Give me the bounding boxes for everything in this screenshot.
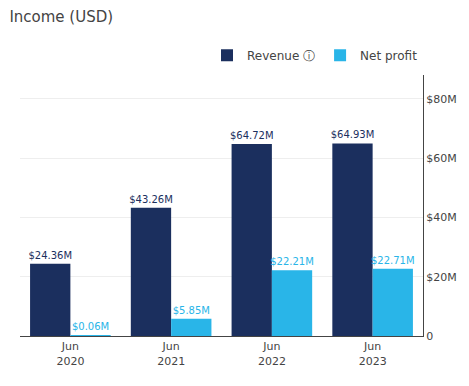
svg-text:Revenue ⓘ: Revenue ⓘ <box>247 49 315 63</box>
svg-text:$5.85M: $5.85M <box>173 305 210 316</box>
svg-text:$64.93M: $64.93M <box>331 129 375 140</box>
svg-text:$22.21M: $22.21M <box>270 256 314 267</box>
svg-text:$20M: $20M <box>426 271 457 284</box>
svg-text:$80M: $80M <box>426 93 457 106</box>
svg-text:$60M: $60M <box>426 152 457 165</box>
svg-text:Jun2020: Jun2020 <box>56 340 84 367</box>
svg-text:Jun2021: Jun2021 <box>157 340 185 367</box>
svg-text:0: 0 <box>426 330 433 343</box>
svg-text:$43.26M: $43.26M <box>129 194 173 205</box>
svg-text:Jun2023: Jun2023 <box>359 340 387 367</box>
svg-text:$40M: $40M <box>426 211 457 224</box>
svg-text:$22.71M: $22.71M <box>371 255 415 266</box>
svg-text:Jun2022: Jun2022 <box>258 340 286 367</box>
svg-text:Income (USD): Income (USD) <box>9 8 113 26</box>
svg-text:$0.06M: $0.06M <box>72 321 109 332</box>
svg-text:$64.72M: $64.72M <box>230 130 274 141</box>
svg-text:$24.36M: $24.36M <box>28 250 72 261</box>
svg-text:Net profit: Net profit <box>360 49 417 63</box>
